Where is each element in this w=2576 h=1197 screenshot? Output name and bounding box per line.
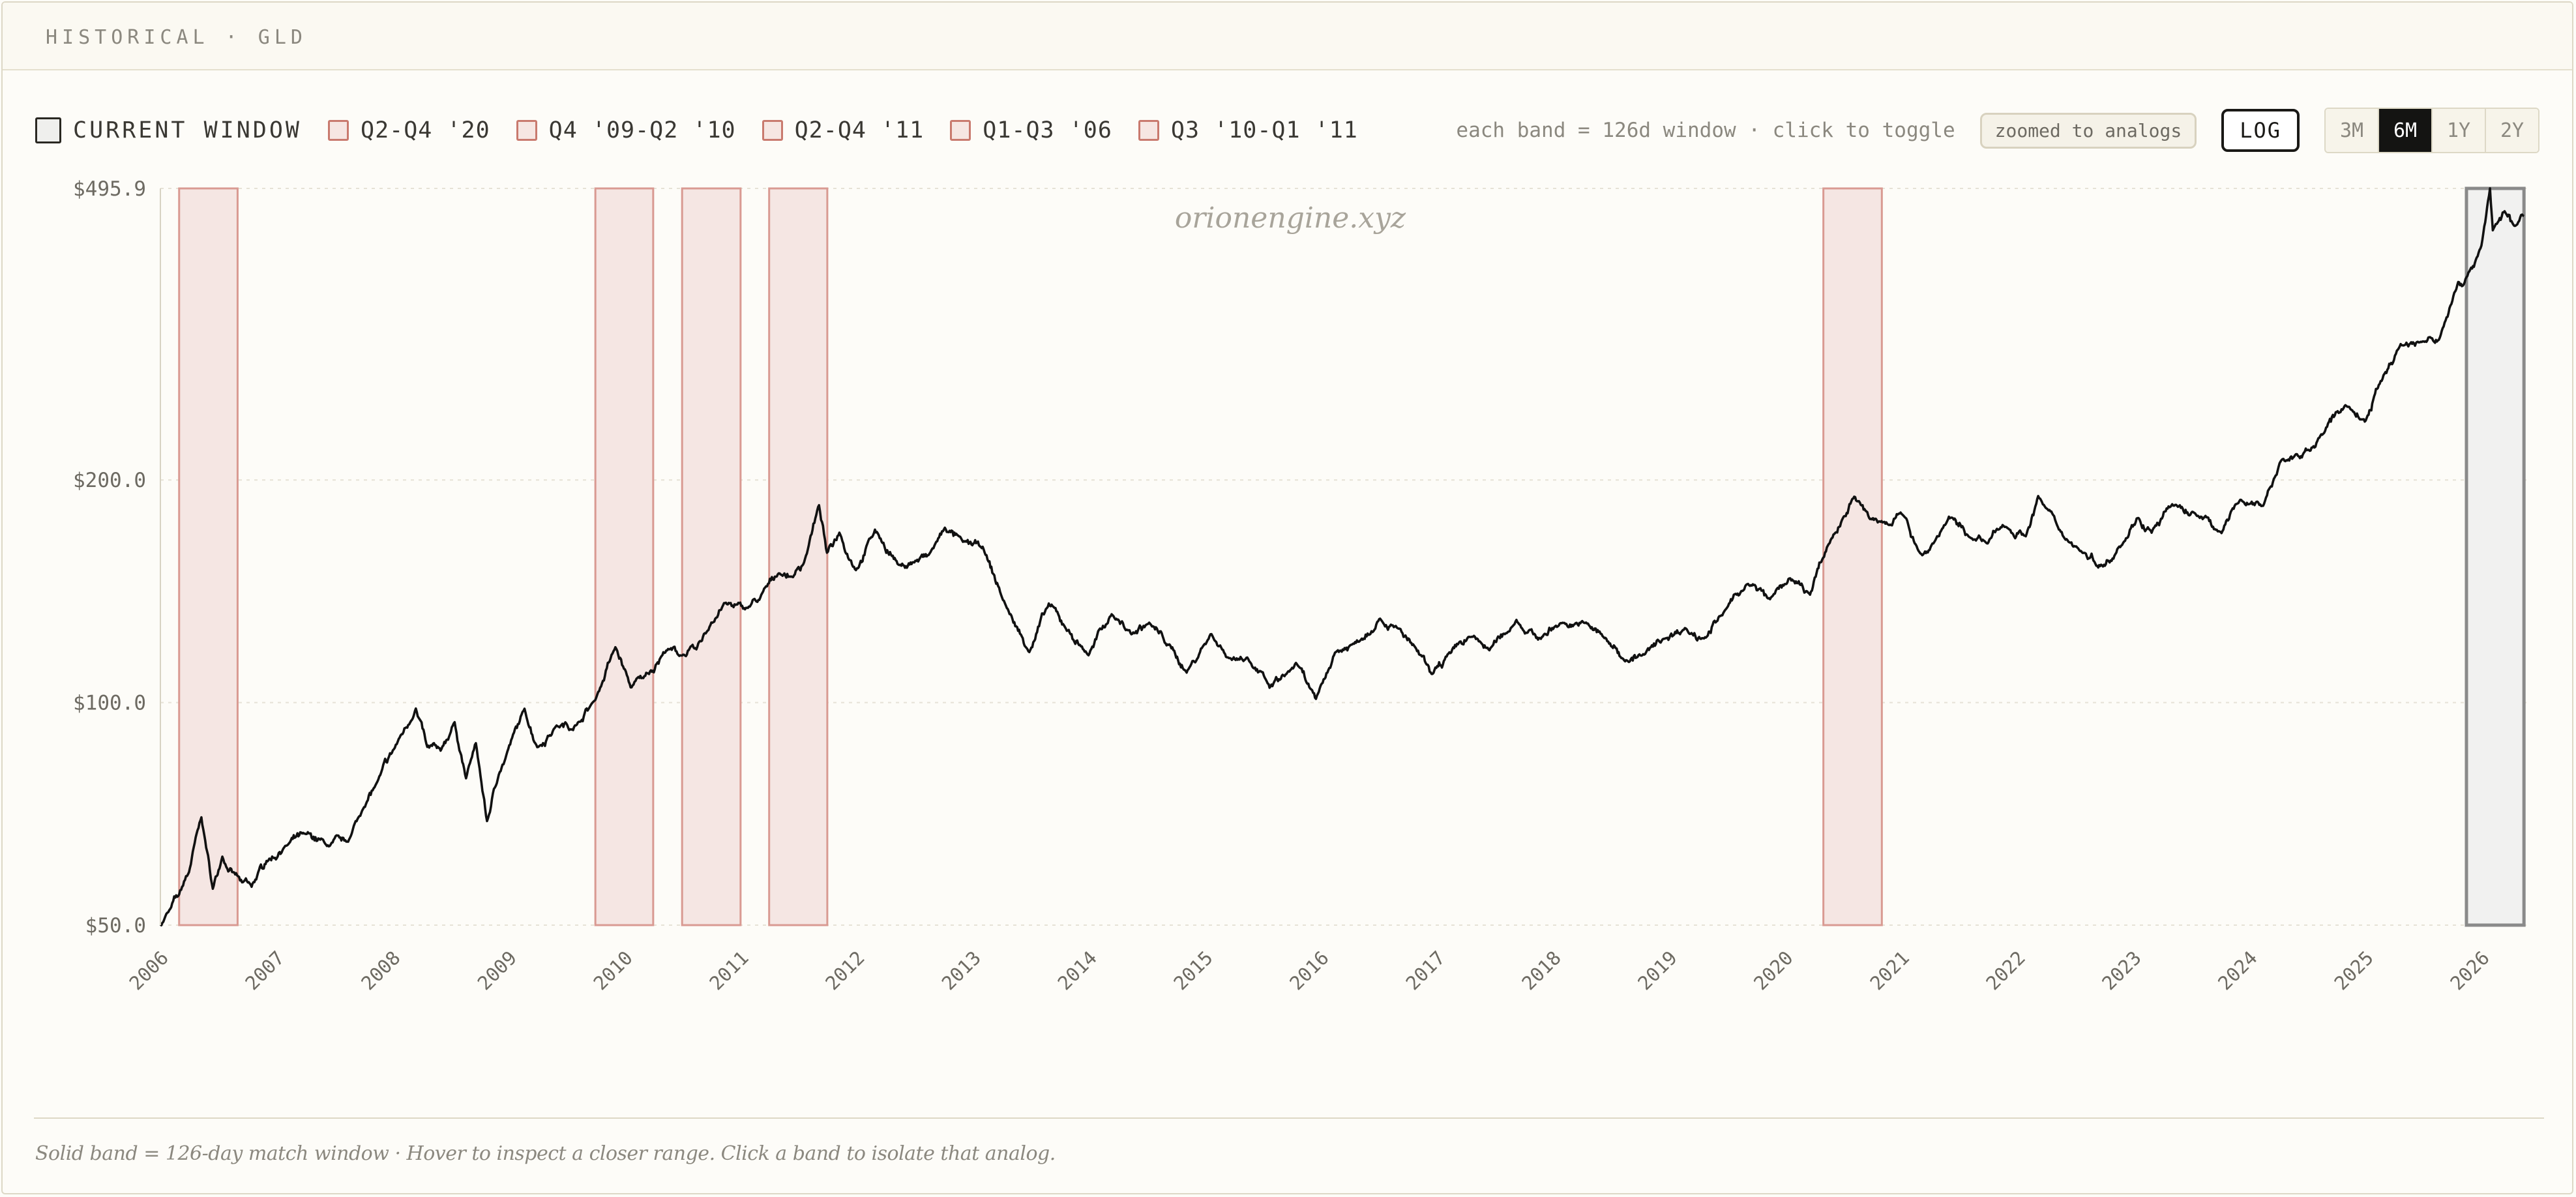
x-tick-label: 2022 xyxy=(1981,947,2029,994)
x-tick-label: 2023 xyxy=(2097,947,2145,994)
legend-item-band[interactable]: Q1-Q3 '06 xyxy=(950,117,1112,143)
y-tick-label: $200.0 xyxy=(73,469,146,492)
band-hint: each band = 126d window · click to toggl… xyxy=(1456,119,1955,142)
x-tick-label: 2026 xyxy=(2446,947,2493,994)
x-tick-label: 2010 xyxy=(589,947,637,994)
zoom-to-analogs-button[interactable]: zoomed to analogs xyxy=(1979,112,2197,149)
legend-item-band[interactable]: Q2-Q4 '11 xyxy=(762,117,925,143)
x-tick-label: 2014 xyxy=(1053,947,1101,994)
analog-band[interactable] xyxy=(594,187,655,926)
x-tick-label: 2013 xyxy=(938,947,985,994)
range-button-1y[interactable]: 1Y xyxy=(2433,109,2486,152)
range-button-6m[interactable]: 6M xyxy=(2379,109,2433,152)
legend: CURRENT WINDOW Q2-Q4 '20 Q4 '09-Q2 '10 Q… xyxy=(35,112,1384,149)
legend-label: Q2-Q4 '11 xyxy=(794,117,925,143)
current-window-swatch xyxy=(35,117,61,143)
price-chart[interactable]: $495.9 $200.0 $100.0 $50.0 2006 2007 2008 2009 2… xyxy=(3,153,2573,1039)
band-swatch xyxy=(950,120,971,141)
x-tick-label: 2024 xyxy=(2213,947,2261,994)
range-selector: 3M 6M 1Y 2Y xyxy=(2324,108,2539,153)
x-tick-label: 2015 xyxy=(1169,947,1217,994)
panel-title: HISTORICAL · GLD xyxy=(46,26,307,49)
footnote: Solid band = 126-day match window · Hove… xyxy=(35,1142,1056,1165)
legend-label: Q4 '09-Q2 '10 xyxy=(548,117,736,143)
legend-item-band[interactable]: Q4 '09-Q2 '10 xyxy=(516,117,736,143)
x-tick-label: 2007 xyxy=(241,947,288,994)
x-tick-label: 2011 xyxy=(705,947,752,994)
range-button-3m[interactable]: 3M xyxy=(2326,109,2379,152)
grid xyxy=(160,188,2529,926)
y-tick-label: $495.9 xyxy=(73,177,146,201)
x-tick-label: 2020 xyxy=(1749,947,1797,994)
range-button-2y[interactable]: 2Y xyxy=(2486,109,2538,152)
analog-band[interactable] xyxy=(681,187,742,926)
chart-controls: each band = 126d window · click to toggl… xyxy=(1456,108,2539,153)
price-line xyxy=(159,187,2524,926)
footer-divider xyxy=(34,1117,2544,1119)
legend-label: Q3 '10-Q1 '11 xyxy=(1170,117,1358,143)
axes: $495.9 $200.0 $100.0 $50.0 2006 2007 2008 2009 2… xyxy=(73,177,2494,994)
band-swatch xyxy=(516,120,537,141)
legend-item-band[interactable]: Q3 '10-Q1 '11 xyxy=(1138,117,1358,143)
legend-label: CURRENT WINDOW xyxy=(73,117,303,143)
watermark: orionengine.xyz xyxy=(1175,201,1406,235)
x-tick-label: 2025 xyxy=(2330,947,2378,994)
x-tick-label: 2008 xyxy=(357,947,404,994)
analog-band[interactable] xyxy=(1822,187,1883,926)
x-tick-label: 2012 xyxy=(821,947,868,994)
legend-item-current-window[interactable]: CURRENT WINDOW xyxy=(35,117,302,143)
x-tick-label: 2019 xyxy=(1633,947,1681,994)
analog-band[interactable] xyxy=(768,187,829,926)
x-tick-label: 2016 xyxy=(1285,947,1333,994)
log-scale-toggle[interactable]: LOG xyxy=(2221,109,2300,152)
legend-label: Q2-Q4 '20 xyxy=(361,117,490,143)
analog-bands xyxy=(178,186,2526,927)
x-tick-label: 2017 xyxy=(1402,947,1449,994)
legend-item-band[interactable]: Q2-Q4 '20 xyxy=(328,117,490,143)
price-series xyxy=(159,187,2524,926)
x-tick-label: 2006 xyxy=(125,947,173,994)
panel-header: HISTORICAL · GLD xyxy=(3,3,2572,70)
x-tick-label: 2018 xyxy=(1517,947,1565,994)
x-tick-label: 2021 xyxy=(1866,947,1914,994)
x-tick-label: 2009 xyxy=(473,947,521,994)
band-swatch xyxy=(1138,120,1159,141)
analog-band[interactable] xyxy=(178,187,239,926)
band-swatch xyxy=(328,120,349,141)
y-tick-label: $100.0 xyxy=(73,692,146,715)
y-tick-label: $50.0 xyxy=(85,914,146,938)
band-swatch xyxy=(762,120,783,141)
current-window-band[interactable] xyxy=(2465,186,2526,927)
legend-label: Q1-Q3 '06 xyxy=(983,117,1112,143)
